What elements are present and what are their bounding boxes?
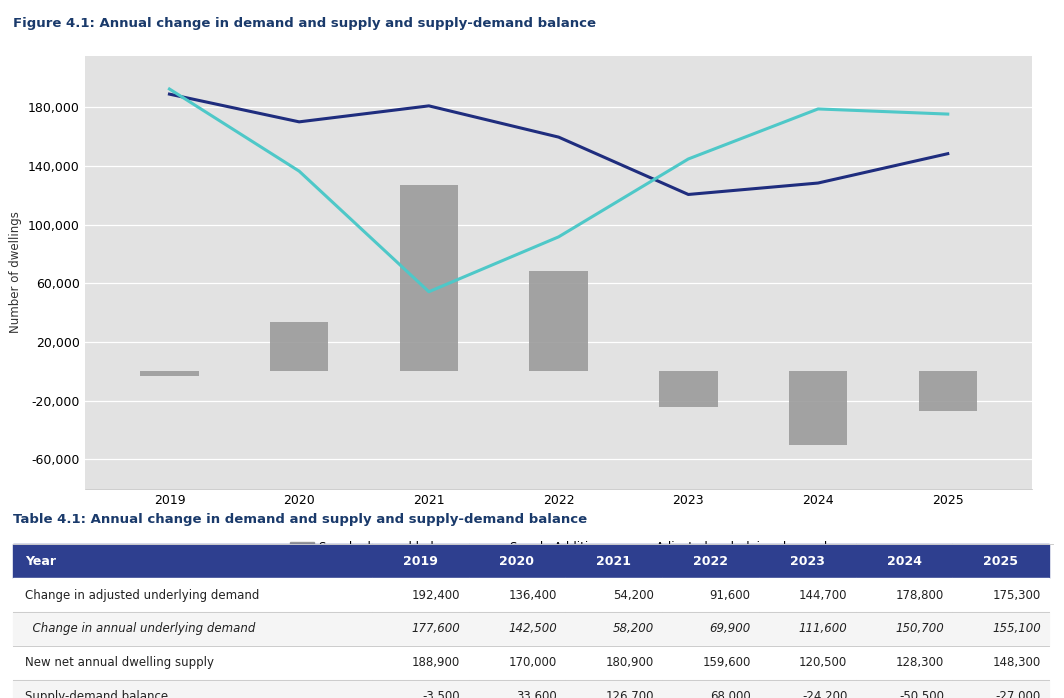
Text: 188,900: 188,900	[412, 656, 461, 669]
Bar	[952, 612, 1049, 646]
Text: 54,200: 54,200	[613, 588, 653, 602]
Bar	[952, 680, 1049, 698]
Text: 178,800: 178,800	[896, 588, 944, 602]
Text: -3,500: -3,500	[422, 690, 461, 698]
Y-axis label: Number of dwellings: Number of dwellings	[10, 211, 22, 333]
Bar	[468, 578, 565, 612]
Bar	[371, 578, 468, 612]
Legend: Supply-demand balance, Supply Additions, Adjusted underlying demand: Supply-demand balance, Supply Additions,…	[285, 536, 832, 558]
Bar	[565, 578, 662, 612]
Bar	[371, 680, 468, 698]
Text: 136,400: 136,400	[509, 588, 556, 602]
Bar	[565, 612, 662, 646]
Text: 170,000: 170,000	[509, 656, 556, 669]
Bar	[270, 322, 329, 371]
Text: New net annual dwelling supply: New net annual dwelling supply	[26, 656, 214, 669]
Bar	[662, 612, 759, 646]
Bar	[13, 612, 371, 646]
Bar	[759, 578, 855, 612]
Bar	[565, 646, 662, 680]
Bar	[662, 578, 759, 612]
Text: 192,400: 192,400	[412, 588, 461, 602]
Text: 33,600: 33,600	[516, 690, 556, 698]
Text: 2019: 2019	[402, 555, 437, 568]
Text: 150,700: 150,700	[895, 623, 944, 635]
Bar	[855, 544, 952, 578]
Bar	[918, 371, 977, 411]
Text: Year: Year	[26, 555, 56, 568]
Text: 58,200: 58,200	[613, 623, 653, 635]
Bar	[759, 646, 855, 680]
Text: 2023: 2023	[789, 555, 825, 568]
Bar	[371, 612, 468, 646]
Text: 2022: 2022	[693, 555, 728, 568]
Text: 2021: 2021	[596, 555, 631, 568]
Bar	[855, 680, 952, 698]
Bar	[13, 544, 371, 578]
Bar	[530, 272, 587, 371]
Text: -27,000: -27,000	[996, 690, 1041, 698]
Bar	[468, 646, 565, 680]
Bar	[952, 578, 1049, 612]
Text: -24,200: -24,200	[802, 690, 847, 698]
Text: 111,600: 111,600	[799, 623, 847, 635]
Bar	[952, 646, 1049, 680]
Bar	[788, 371, 847, 445]
Bar	[468, 680, 565, 698]
Text: Change in adjusted underlying demand: Change in adjusted underlying demand	[26, 588, 260, 602]
Bar	[659, 371, 717, 407]
Text: 69,900: 69,900	[710, 623, 750, 635]
Text: 175,300: 175,300	[993, 588, 1041, 602]
Bar	[13, 646, 371, 680]
Text: 2020: 2020	[499, 555, 534, 568]
Bar	[759, 544, 855, 578]
Text: Supply-demand balance: Supply-demand balance	[26, 690, 168, 698]
Text: 180,900: 180,900	[605, 656, 653, 669]
Bar	[952, 544, 1049, 578]
Text: 159,600: 159,600	[702, 656, 750, 669]
Text: Table 4.1: Annual change in demand and supply and supply-demand balance: Table 4.1: Annual change in demand and s…	[13, 513, 587, 526]
Bar	[371, 544, 468, 578]
Bar	[468, 612, 565, 646]
Text: 148,300: 148,300	[993, 656, 1041, 669]
Bar	[400, 186, 459, 371]
Bar	[759, 612, 855, 646]
Bar	[371, 646, 468, 680]
Text: -50,500: -50,500	[899, 690, 944, 698]
Bar	[855, 612, 952, 646]
Bar	[759, 680, 855, 698]
Text: 91,600: 91,600	[710, 588, 750, 602]
Text: 68,000: 68,000	[710, 690, 750, 698]
Text: 120,500: 120,500	[799, 656, 847, 669]
Bar	[468, 544, 565, 578]
Text: 177,600: 177,600	[412, 623, 461, 635]
Text: Change in annual underlying demand: Change in annual underlying demand	[26, 623, 255, 635]
Text: 126,700: 126,700	[605, 690, 653, 698]
Bar	[662, 646, 759, 680]
Bar	[13, 680, 371, 698]
Bar	[855, 646, 952, 680]
Text: Figure 4.1: Annual change in demand and supply and supply-demand balance: Figure 4.1: Annual change in demand and …	[13, 17, 596, 31]
Text: 2025: 2025	[983, 555, 1018, 568]
Bar	[662, 680, 759, 698]
Bar	[855, 578, 952, 612]
Text: 128,300: 128,300	[896, 656, 944, 669]
Bar	[140, 371, 199, 376]
Bar	[565, 680, 662, 698]
Bar	[13, 578, 371, 612]
Text: 2024: 2024	[886, 555, 921, 568]
Text: 144,700: 144,700	[799, 588, 847, 602]
Text: 142,500: 142,500	[509, 623, 556, 635]
Text: 155,100: 155,100	[992, 623, 1041, 635]
Bar	[565, 544, 662, 578]
Bar	[662, 544, 759, 578]
